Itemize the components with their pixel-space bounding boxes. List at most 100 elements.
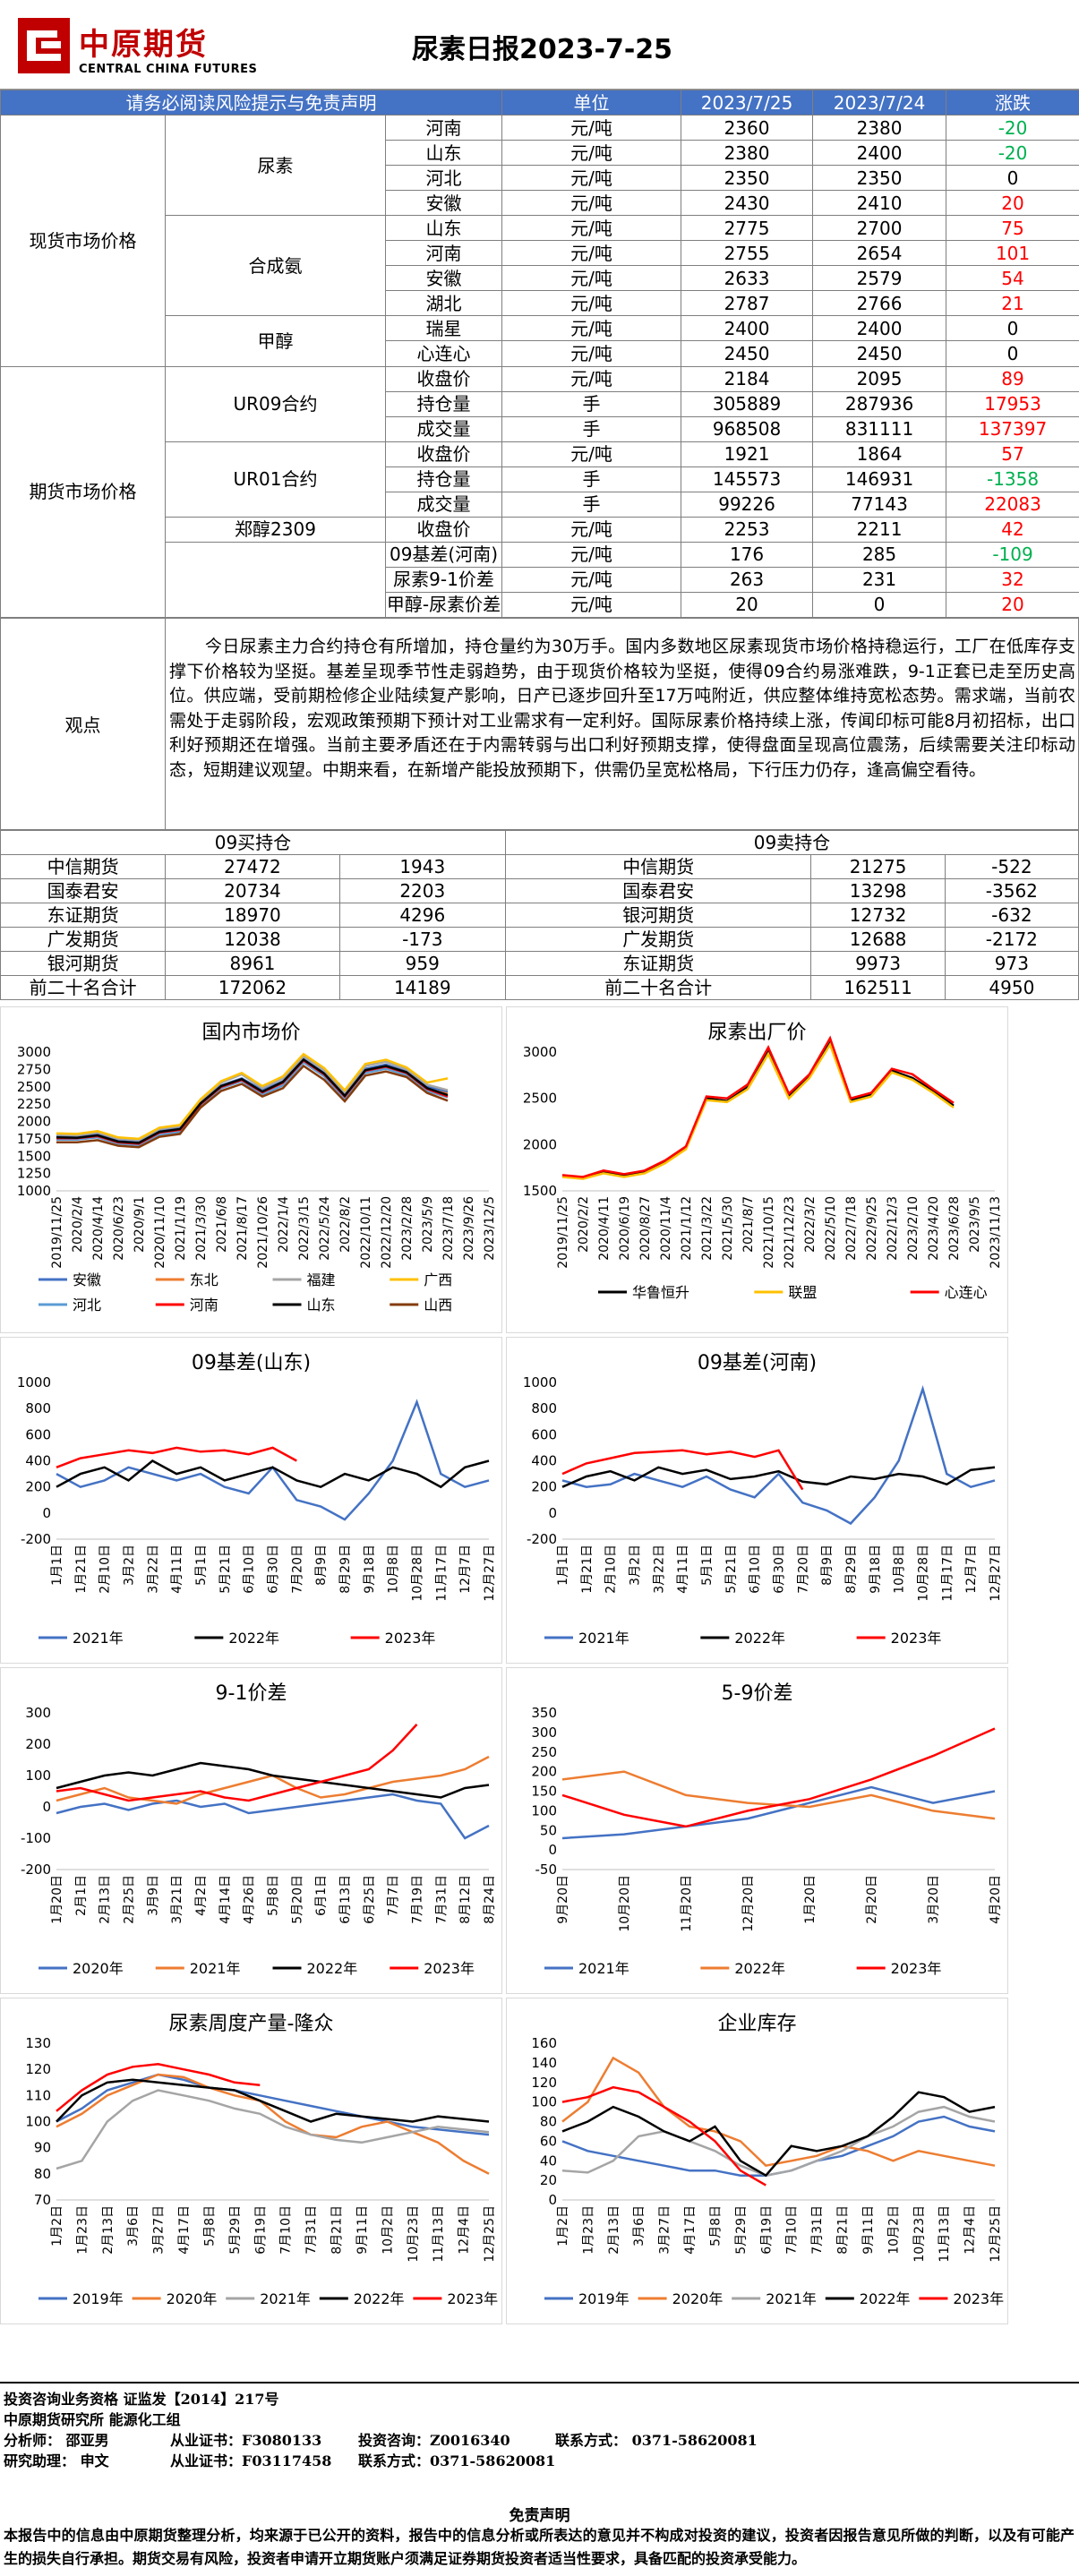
legend-label: 2019年 bbox=[73, 2290, 124, 2307]
y-tick-label: 140 bbox=[531, 2055, 557, 2071]
price-row: UR01合约 收盘价 元/吨 1921 1864 57 bbox=[1, 441, 1079, 518]
sell-volume: 13298 bbox=[810, 878, 946, 903]
series-line bbox=[56, 2073, 490, 2136]
sell-broker: 银河期货 bbox=[504, 903, 812, 928]
value-today: 263 bbox=[681, 566, 814, 593]
y-tick-label: 300 bbox=[531, 1724, 557, 1741]
series-line bbox=[561, 2085, 766, 2187]
legend-label: 2021年 bbox=[260, 2290, 311, 2307]
buy-volume: 27472 bbox=[165, 854, 340, 879]
series-line bbox=[561, 2091, 996, 2178]
item-name: 安徽 bbox=[384, 265, 503, 292]
x-tick-label: 2021/5/30 bbox=[721, 1196, 735, 1261]
position-row: 银河期货 8961 959 东证期货 9973 973 bbox=[0, 951, 1079, 976]
chart-basis-henan: 09基差(河南) -200 0 200 400 600 800 1000 1月1日 1月21日 2月… bbox=[506, 1337, 1008, 1664]
legend-label: 2021年 bbox=[190, 1960, 241, 1977]
item-name: 瑞星 bbox=[384, 315, 503, 342]
y-tick-label: 2000 bbox=[523, 1136, 557, 1152]
y-tick-label: 200 bbox=[25, 1736, 51, 1752]
qualification: 投资咨询业务资格 证监发【2014】217号 bbox=[4, 2391, 279, 2408]
y-tick-label: 400 bbox=[25, 1453, 51, 1469]
x-tick-label: 12月27日 bbox=[989, 1545, 1003, 1602]
item-name: 山东 bbox=[384, 140, 503, 167]
price-row: 河北 元/吨 2350 2350 0 bbox=[1, 165, 1079, 192]
x-tick-label: 11月17日 bbox=[940, 1545, 955, 1602]
series-line bbox=[561, 1466, 996, 1488]
series-line bbox=[56, 1052, 449, 1141]
position-row: 东证期货 18970 4296 银河期货 12732 -632 bbox=[0, 903, 1079, 928]
y-tick-label: 0 bbox=[42, 1799, 51, 1815]
page-title: 尿素日报2023-7-25 bbox=[412, 34, 673, 65]
x-tick-label: 4月17日 bbox=[177, 2205, 192, 2255]
item-unit: 元/吨 bbox=[501, 190, 682, 217]
buy-broker: 东证期货 bbox=[0, 903, 167, 928]
sell-broker: 东证期货 bbox=[504, 951, 812, 976]
x-tick-label: 1月2日 bbox=[50, 2205, 64, 2247]
x-tick-label: 3月22日 bbox=[652, 1545, 666, 1594]
x-tick-label: 10月8日 bbox=[893, 1545, 907, 1594]
sell-change: -3562 bbox=[944, 878, 1079, 903]
series-line bbox=[56, 1459, 490, 1489]
x-tick-label: 2023/4/20 bbox=[927, 1196, 941, 1261]
col-change: 涨跌 bbox=[946, 89, 1079, 116]
legend-label: 2023年 bbox=[424, 1960, 475, 1977]
legend-label: 2022年 bbox=[734, 1630, 785, 1647]
chart-title: 国内市场价 bbox=[201, 1022, 301, 1044]
y-tick-label: 60 bbox=[540, 2133, 557, 2149]
assistant: 研究助理： 申文 bbox=[4, 2452, 109, 2469]
value-change: 75 bbox=[946, 215, 1079, 242]
value-today: 2184 bbox=[681, 365, 814, 392]
chart-factory-price: 尿素出厂价 1500 2000 2500 3000 2019/11/25 2020/2/2 2… bbox=[506, 1006, 1008, 1333]
col-unit: 单位 bbox=[501, 89, 682, 116]
price-row: 甲醇 瑞星 元/吨 2400 2400 0 bbox=[1, 315, 1079, 367]
value-today: 145573 bbox=[681, 466, 814, 492]
legend-label: 2022年 bbox=[734, 1960, 785, 1977]
disclaimer-text: 本报告中的信息由中原期货整理分析，均来源于已公开的资料，报告中的信息分析或所表达… bbox=[4, 2527, 1075, 2567]
x-tick-label: 10月2日 bbox=[381, 2205, 395, 2255]
x-tick-label: 2023/6/28 bbox=[947, 1196, 962, 1261]
x-tick-label: 1月21日 bbox=[580, 1545, 595, 1594]
sell-broker: 中信期货 bbox=[504, 854, 812, 879]
y-tick-label: 1500 bbox=[523, 1183, 557, 1199]
value-prev: 287936 bbox=[812, 390, 947, 417]
x-tick-label: 12月25日 bbox=[989, 2205, 1003, 2263]
value-today: 2380 bbox=[681, 140, 814, 167]
legend-label: 2021年 bbox=[578, 1960, 629, 1977]
x-tick-label: 5月29日 bbox=[734, 2205, 749, 2255]
item-name: 湖北 bbox=[384, 290, 503, 317]
y-tick-label: 130 bbox=[25, 2035, 51, 2051]
x-tick-label: 5月21日 bbox=[724, 1545, 739, 1594]
x-tick-label: 8月9日 bbox=[314, 1545, 329, 1586]
position-row: 中信期货 27472 1943 中信期货 21275 -522 bbox=[0, 854, 1079, 879]
value-today: 2755 bbox=[681, 240, 814, 267]
x-tick-label: 7月20日 bbox=[796, 1545, 810, 1594]
series-line bbox=[56, 1724, 418, 1802]
x-tick-label: 2月20日 bbox=[865, 1875, 879, 1924]
department: 中原期货研究所 能源化工组 bbox=[4, 2411, 181, 2428]
x-tick-label: 2022/12/3 bbox=[886, 1196, 900, 1261]
row-group-label: UR09合约 bbox=[165, 365, 386, 442]
legend-label: 2021年 bbox=[73, 1630, 124, 1647]
y-tick-label: 2000 bbox=[17, 1114, 51, 1130]
value-change: 137397 bbox=[946, 415, 1079, 442]
view-text: 今日尿素主力合约持仓有所增加，持仓量约为30万手。国内多数地区尿素现货市场价格持… bbox=[169, 637, 1075, 780]
series-line bbox=[56, 1055, 449, 1142]
value-change: 89 bbox=[946, 365, 1079, 392]
x-tick-label: 11月13日 bbox=[938, 2205, 952, 2263]
x-tick-label: 5月8日 bbox=[708, 2205, 723, 2247]
x-tick-label: 1月1日 bbox=[556, 1545, 570, 1586]
x-tick-label: 9月11日 bbox=[355, 2205, 370, 2255]
y-tick-label: 1500 bbox=[17, 1148, 51, 1164]
x-tick-label: 2023/9/26 bbox=[462, 1196, 476, 1261]
x-tick-label: 3月27日 bbox=[658, 2205, 672, 2255]
value-today: 305889 bbox=[681, 390, 814, 417]
chart-title: 09基差(河南) bbox=[697, 1352, 818, 1374]
x-tick-label: 6月10日 bbox=[749, 1545, 763, 1594]
x-tick-label: 2023/7/18 bbox=[441, 1196, 456, 1261]
value-prev: 2654 bbox=[812, 240, 947, 267]
series-line bbox=[56, 2073, 490, 2175]
x-tick-label: 2019/11/25 bbox=[556, 1196, 570, 1269]
x-tick-label: 10月23日 bbox=[912, 2205, 927, 2263]
price-row: 持仓量手 145573 146931 -1358 bbox=[1, 466, 1079, 492]
x-tick-label: 2020/4/14 bbox=[91, 1196, 106, 1261]
